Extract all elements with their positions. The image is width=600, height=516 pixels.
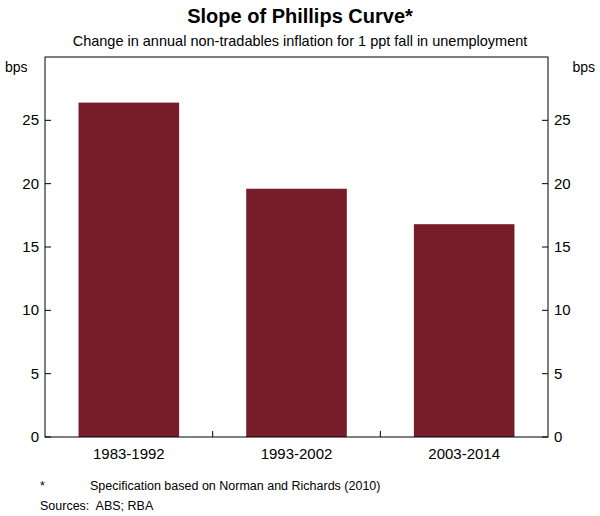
plot-frame	[45, 57, 548, 437]
x-tick-label: 1993-2002	[261, 445, 333, 462]
footnote-marker: *	[40, 479, 45, 493]
y-tick-label-right: 25	[554, 111, 571, 128]
y-tick-right	[542, 437, 548, 438]
y-tick-label: 10	[22, 301, 39, 318]
footnote: Specification based on Norman and Richar…	[90, 479, 380, 493]
bar	[246, 189, 347, 437]
y-tick-label: 5	[31, 365, 39, 382]
chart: Slope of Phillips Curve* Change in annual…	[0, 0, 600, 516]
y-tick	[45, 373, 51, 374]
y-tick-label-right: 0	[554, 428, 562, 445]
bar	[414, 224, 515, 437]
y-tick-right	[542, 373, 548, 374]
x-tick	[212, 431, 213, 437]
y-tick-label-right: 5	[554, 365, 562, 382]
bar	[79, 103, 180, 437]
y-tick-label-right: 10	[554, 301, 571, 318]
y-tick-right	[542, 183, 548, 184]
x-tick	[380, 431, 381, 437]
y-tick	[45, 437, 51, 438]
y-tick-label: 25	[22, 111, 39, 128]
title: Slope of Phillips Curve*	[187, 5, 413, 27]
sources: Sources: ABS; RBA	[40, 499, 154, 513]
y-axis-label: bps	[5, 59, 28, 75]
x-tick-label: 1983-1992	[93, 445, 165, 462]
y-tick	[45, 310, 51, 311]
y-tick-label: 15	[22, 238, 39, 255]
y-tick-right	[542, 120, 548, 121]
x-tick-label: 2003-2014	[428, 445, 500, 462]
y-axis-label-right: bps	[572, 59, 595, 75]
y-tick-right	[542, 247, 548, 248]
y-tick	[45, 247, 51, 248]
y-tick-label: 0	[31, 428, 39, 445]
y-tick-label-right: 15	[554, 238, 571, 255]
y-tick-right	[542, 310, 548, 311]
y-tick	[45, 183, 51, 184]
bars	[79, 103, 515, 437]
y-tick-label: 20	[22, 175, 39, 192]
subtitle: Change in annual non-tradables inflation…	[73, 33, 528, 49]
y-tick-label-right: 20	[554, 175, 571, 192]
y-tick	[45, 120, 51, 121]
